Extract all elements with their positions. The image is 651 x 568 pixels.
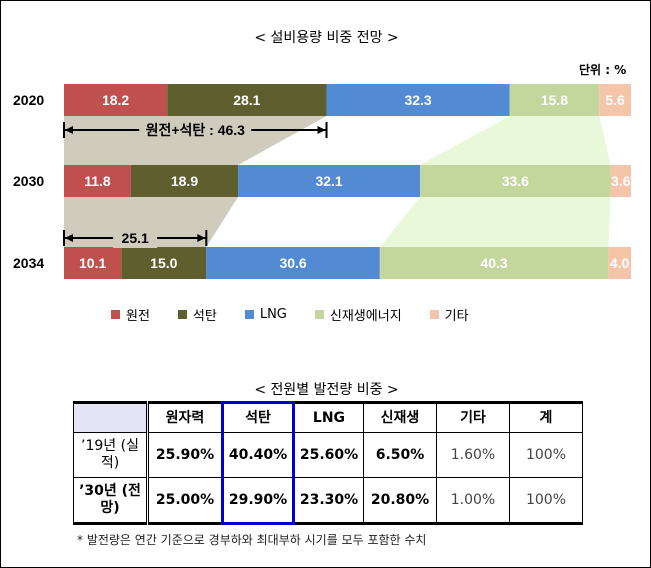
cell-other: 1.60%	[436, 432, 510, 478]
nuclear-coal-connector	[64, 116, 327, 165]
header-coal: 석탄	[221, 401, 295, 433]
bar-segment	[610, 165, 631, 197]
header-total: 계	[509, 402, 583, 433]
chart-title: < 설비용량 비중 전망 >	[254, 30, 399, 46]
cell-other: 1.00%	[436, 477, 510, 524]
legend-label: LNG	[259, 307, 287, 322]
value-label: 28.1	[233, 92, 260, 108]
generation-table: 원자력 석탄 LNG 신재생 기타 계 ’19년 (실적) 25.90% 40.…	[73, 401, 583, 525]
bar-segment	[64, 165, 131, 197]
bar-segment	[64, 247, 122, 279]
cell-nuclear: 25.00%	[147, 477, 223, 524]
renewable-connector	[379, 197, 611, 247]
value-label: 3.6	[611, 173, 631, 189]
legend-swatch	[429, 310, 439, 319]
header-corner	[73, 402, 149, 433]
table-row: ’30년 (전망) 25.00% 29.90% 23.30% 20.80% 1.…	[73, 477, 583, 525]
bar-segment	[64, 84, 168, 116]
bar-segment	[509, 84, 600, 116]
legend-item: 원전	[111, 305, 150, 324]
bar-segment	[206, 247, 380, 279]
value-label: 5.6	[605, 92, 625, 108]
table-row: ’19년 (실적) 25.90% 40.40% 25.60% 6.50% 1.6…	[73, 432, 583, 478]
legend-item: 석탄	[177, 305, 217, 324]
value-label: 18.2	[102, 92, 129, 108]
annotation-2020-arrowhead	[317, 126, 326, 134]
chart-legend: 원전 석탄 LNG 신재생에너지 기타	[111, 305, 469, 324]
legend-item: LNG	[244, 305, 287, 324]
value-label: 4.0	[610, 255, 630, 271]
category-label-2034: 2034	[13, 255, 44, 271]
annotation-2020-label: 원전+석탄 : 46.3	[146, 122, 246, 138]
value-label: 15.8	[541, 92, 568, 108]
table-header-row: 원자력 석탄 LNG 신재생 기타 계	[73, 401, 583, 433]
nuclear-coal-connector	[64, 197, 239, 247]
cell-total: 100%	[509, 432, 583, 478]
annotation-2034-label-bg	[113, 228, 158, 248]
value-label: 32.1	[315, 173, 342, 189]
annotation-2020-label-bg	[139, 120, 252, 140]
header-nuclear: 원자력	[147, 402, 223, 433]
cell-renewable: 6.50%	[363, 432, 437, 478]
annotation-2020-arrowhead	[65, 126, 73, 134]
cell-total: 100%	[509, 477, 583, 524]
bar-segment	[599, 84, 631, 116]
bar-segment	[420, 165, 611, 197]
bar-segment	[379, 247, 609, 279]
header-lng: LNG	[293, 402, 364, 433]
header-other: 기타	[436, 402, 510, 433]
row-label: ’30년 (전망)	[73, 477, 149, 524]
row-label: ’19년 (실적)	[73, 432, 149, 478]
table-title: < 전원별 발전량 비중 >	[254, 382, 399, 398]
cell-coal: 40.40%	[221, 432, 295, 478]
legend-item: 기타	[429, 305, 469, 324]
value-label: 18.9	[171, 173, 198, 189]
legend-swatch	[111, 310, 120, 319]
bar-segment	[326, 84, 510, 116]
annotation-2034-arrowhead	[197, 234, 206, 242]
category-label-2020: 2020	[13, 92, 44, 108]
cell-lng: 23.30%	[293, 477, 364, 524]
footnote: * 발전량은 연간 기준으로 경부하와 최대부하 시기를 모두 포함한 수치	[77, 533, 427, 547]
bar-segment	[167, 84, 327, 116]
header-renewable: 신재생	[363, 402, 437, 433]
category-label-2030: 2030	[13, 173, 44, 189]
bar-segment	[238, 165, 421, 197]
bar-segment	[608, 247, 631, 279]
legend-label: 신재생에너지	[329, 309, 402, 324]
unit-label: 단위 : %	[579, 63, 627, 77]
legend-item: 신재생에너지	[314, 305, 402, 324]
cell-nuclear: 25.90%	[147, 432, 223, 478]
cell-lng: 25.60%	[293, 432, 364, 478]
legend-label: 석탄	[192, 309, 217, 324]
annotation-2034-arrowhead	[65, 234, 73, 242]
renewable-connector	[420, 116, 611, 165]
value-label: 15.0	[150, 255, 177, 271]
legend-swatch	[244, 310, 254, 319]
value-label: 11.8	[84, 173, 111, 189]
value-label: 10.1	[79, 255, 106, 271]
cell-renewable: 20.80%	[363, 477, 437, 524]
legend-swatch	[177, 310, 187, 319]
capacity-chart: 2020 18.2 28.1 32.3 15.8 5.6 2030 11.8 18.9 32.1 3…	[13, 84, 631, 279]
annotation-2034-label: 25.1	[122, 230, 149, 246]
cell-coal: 29.90%	[221, 477, 295, 525]
value-label: 30.6	[279, 255, 306, 271]
value-label: 33.6	[502, 173, 529, 189]
legend-label: 기타	[444, 309, 469, 324]
bar-segment	[121, 247, 207, 279]
legend-label: 원전	[126, 309, 150, 324]
value-label: 32.3	[404, 92, 431, 108]
legend-swatch	[314, 310, 324, 319]
bar-segment	[130, 165, 239, 197]
value-label: 40.3	[480, 255, 507, 271]
